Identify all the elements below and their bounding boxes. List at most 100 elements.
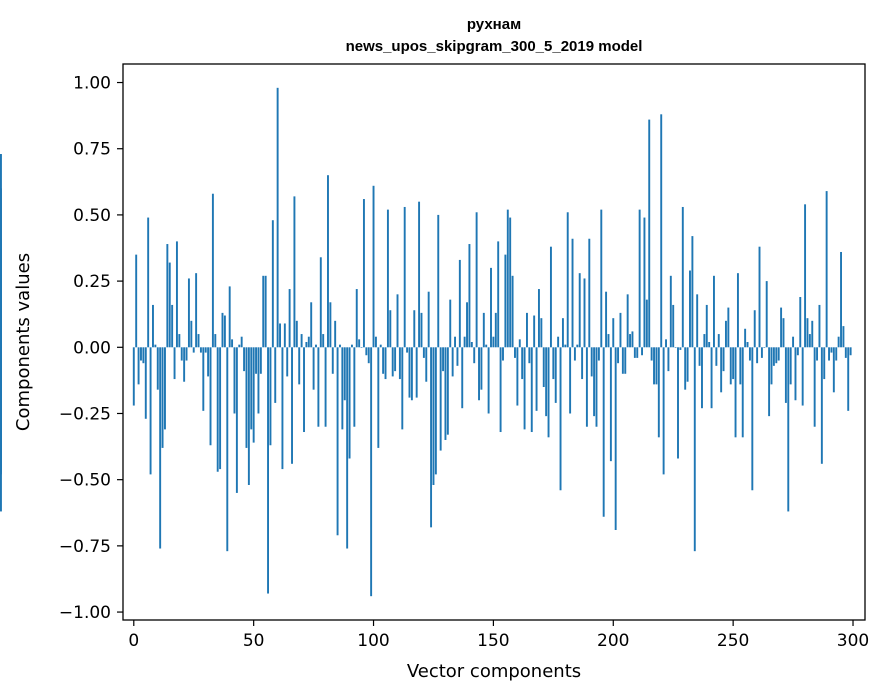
bar xyxy=(262,275,265,348)
bar xyxy=(276,87,279,348)
bar xyxy=(444,347,447,440)
y-tick-label: −1.00 xyxy=(59,603,111,623)
bar xyxy=(811,320,814,348)
bar xyxy=(480,347,483,390)
y-tick-label: 0.00 xyxy=(73,338,111,358)
bar xyxy=(715,347,718,366)
bar xyxy=(736,273,739,348)
bar xyxy=(185,347,188,361)
bar xyxy=(466,302,468,348)
bar xyxy=(777,347,780,361)
bar xyxy=(758,246,761,348)
bar xyxy=(451,347,454,377)
bar xyxy=(348,347,351,459)
bar xyxy=(581,347,584,380)
bar xyxy=(410,347,413,401)
bar xyxy=(713,275,715,348)
bar xyxy=(617,347,620,364)
bar xyxy=(693,347,696,552)
bar xyxy=(173,347,176,380)
bar xyxy=(494,312,497,348)
bar xyxy=(360,347,363,348)
bar xyxy=(533,315,536,348)
bar xyxy=(250,347,253,430)
bar xyxy=(0,249,2,348)
bar xyxy=(418,201,421,348)
bar xyxy=(796,347,799,356)
y-tick-label: −0.50 xyxy=(59,471,111,491)
bar xyxy=(152,304,154,348)
y-tick-label: 0.75 xyxy=(73,140,111,160)
bar xyxy=(372,185,375,348)
bar xyxy=(499,347,502,433)
bar xyxy=(768,347,771,417)
bar xyxy=(312,347,315,390)
bar xyxy=(818,304,821,348)
bar xyxy=(461,347,464,409)
bar xyxy=(645,299,648,348)
bar xyxy=(324,347,327,427)
bar xyxy=(386,209,389,348)
bar xyxy=(403,206,406,348)
bar xyxy=(674,347,677,348)
bar xyxy=(247,347,250,485)
bar xyxy=(415,347,418,398)
bar xyxy=(847,347,850,411)
bar xyxy=(506,209,509,348)
bar xyxy=(303,347,305,433)
bar xyxy=(535,347,538,411)
bar xyxy=(255,347,258,374)
x-tick-label: 300 xyxy=(837,631,869,651)
bar xyxy=(195,273,198,348)
bar xyxy=(686,347,689,382)
bar xyxy=(413,310,416,348)
bar xyxy=(518,339,521,348)
bar xyxy=(389,310,392,348)
bar xyxy=(820,347,823,464)
bar xyxy=(199,347,202,353)
bar xyxy=(439,347,442,451)
bar xyxy=(490,267,492,348)
bar xyxy=(171,304,174,348)
bar xyxy=(763,347,766,348)
bar xyxy=(837,336,840,348)
bar xyxy=(329,302,332,348)
bar xyxy=(799,296,802,348)
bar xyxy=(183,347,186,382)
bar xyxy=(708,342,711,348)
bar xyxy=(780,307,783,348)
bar xyxy=(753,310,756,348)
bar xyxy=(353,347,356,427)
bar xyxy=(772,347,775,366)
x-tick-label: 100 xyxy=(357,631,389,651)
bar xyxy=(629,334,632,348)
bar xyxy=(228,286,231,348)
bar xyxy=(526,312,528,348)
bar xyxy=(823,347,826,380)
x-tick-label: 50 xyxy=(243,631,265,651)
bar xyxy=(808,334,811,348)
bar xyxy=(442,347,445,372)
y-tick-label: 0.25 xyxy=(73,272,111,292)
bar xyxy=(801,347,804,406)
chart-title-line-1: рухнам xyxy=(467,16,521,33)
bar xyxy=(765,281,768,348)
bar xyxy=(374,336,377,348)
bar xyxy=(264,275,267,348)
bar xyxy=(835,347,838,361)
bar xyxy=(317,347,320,427)
bar xyxy=(322,334,325,348)
bar xyxy=(281,347,284,470)
bar xyxy=(269,347,272,446)
bar xyxy=(0,326,2,348)
bar xyxy=(252,347,255,443)
bar xyxy=(746,342,749,348)
bar xyxy=(319,257,322,348)
bar xyxy=(437,214,440,348)
bar xyxy=(204,347,207,353)
bar xyxy=(175,241,178,348)
bar xyxy=(137,347,140,385)
bar xyxy=(147,217,150,348)
bar xyxy=(475,212,478,348)
